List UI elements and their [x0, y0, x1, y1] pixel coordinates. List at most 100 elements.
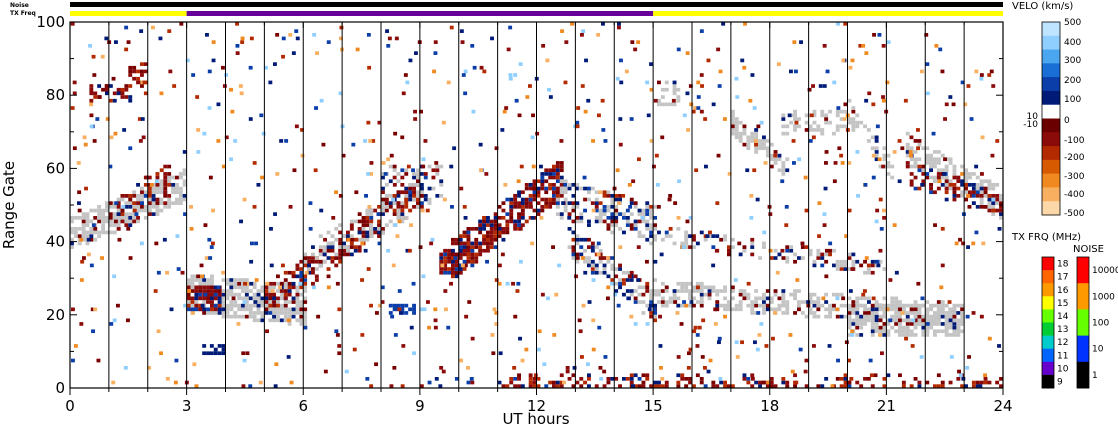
data-cell: [843, 303, 848, 308]
data-cell: [408, 58, 413, 63]
data-cell: [975, 205, 980, 209]
data-cell: [374, 362, 378, 367]
data-cell: [555, 380, 560, 385]
data-cell: [699, 29, 704, 33]
data-cell: [392, 183, 397, 187]
data-cell: [839, 259, 844, 264]
data-cell: [645, 223, 650, 227]
data-cell: [964, 183, 968, 187]
data-cell: [936, 150, 941, 154]
data-cell: [646, 113, 651, 118]
data-cell: [875, 259, 880, 264]
data-cell: [264, 311, 269, 315]
data-cell: [248, 303, 253, 308]
data-cell: [419, 307, 424, 312]
data-cell: [396, 194, 401, 198]
data-cell: [311, 281, 315, 286]
data-cell: [392, 175, 397, 180]
data-cell: [580, 84, 585, 88]
data-cell: [241, 384, 246, 388]
data-cell: [375, 311, 379, 315]
data-cell: [295, 303, 300, 308]
data-cell: [244, 303, 249, 308]
data-cell: [633, 205, 638, 209]
data-cell: [449, 164, 454, 169]
data-cell: [974, 230, 979, 235]
data-cell: [579, 237, 584, 242]
data-cell: [925, 314, 930, 319]
data-cell: [856, 194, 860, 198]
data-cell: [863, 270, 867, 275]
data-cell: [859, 263, 864, 268]
data-cell: [625, 270, 630, 275]
data-cell: [202, 285, 207, 290]
data-cell: [991, 205, 996, 209]
data-cell: [738, 139, 743, 143]
data-cell: [330, 241, 335, 246]
data-cell: [622, 278, 626, 282]
data-cell: [905, 131, 910, 136]
data-cell: [866, 267, 871, 271]
data-cell: [921, 303, 926, 308]
data-cell: [816, 303, 821, 308]
data-cell: [167, 179, 172, 184]
data-cell: [843, 263, 848, 268]
data-cell: [886, 303, 891, 308]
data-cell: [357, 227, 362, 231]
data-cell: [210, 278, 214, 282]
data-cell: [734, 131, 739, 136]
data-cell: [913, 311, 918, 315]
data-cell: [917, 142, 922, 147]
data-cell: [169, 307, 174, 312]
data-cell: [727, 252, 731, 257]
data-cell: [913, 186, 918, 191]
data-cell: [178, 201, 183, 205]
data-cell: [835, 377, 840, 381]
data-cell: [342, 248, 346, 253]
data-cell: [629, 197, 634, 202]
data-cell: [494, 322, 499, 326]
data-cell: [864, 51, 869, 55]
data-cell: [960, 172, 965, 176]
data-cell: [404, 311, 409, 315]
data-cell: [156, 270, 161, 275]
data-cell: [773, 153, 778, 158]
data-cell: [765, 296, 770, 301]
data-cell: [555, 205, 560, 209]
data-cell: [936, 318, 941, 323]
data-cell: [206, 281, 210, 286]
data-cell: [536, 384, 541, 388]
data-cell: [412, 186, 416, 191]
data-cell: [416, 172, 420, 176]
data-cell: [369, 208, 374, 213]
data-cell: [396, 216, 401, 220]
data-cell: [478, 241, 483, 246]
data-cell: [723, 289, 727, 293]
data-cell: [602, 270, 607, 275]
data-cell: [913, 377, 918, 381]
data-cell: [863, 124, 867, 129]
txfreq-colorbar-frame: [1041, 256, 1055, 389]
data-cell: [248, 307, 253, 312]
data-cell: [583, 186, 587, 191]
data-cell: [349, 252, 354, 257]
data-cell: [338, 245, 343, 249]
data-cell: [425, 208, 430, 213]
data-cell: [649, 296, 654, 301]
data-cell: [559, 164, 564, 169]
data-cell: [206, 311, 210, 315]
data-cell: [715, 300, 720, 304]
data-cell: [618, 278, 622, 282]
noise-color-swatch: [1077, 257, 1089, 284]
data-cell: [136, 76, 140, 81]
data-cell: [276, 318, 280, 323]
data-cell: [458, 267, 463, 271]
data-cell: [396, 190, 401, 195]
data-cell: [587, 197, 591, 202]
data-cell: [291, 300, 296, 304]
data-cell: [291, 281, 296, 286]
data-cell: [159, 183, 164, 187]
data-cell: [442, 197, 447, 202]
data-cell: [493, 216, 498, 220]
